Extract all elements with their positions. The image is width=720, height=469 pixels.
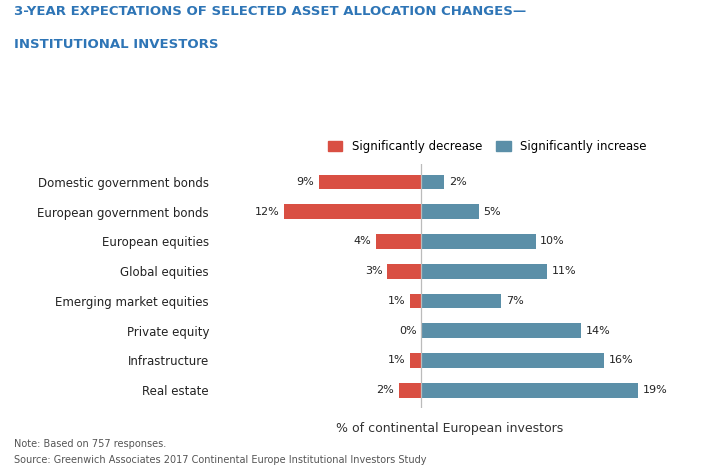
Bar (421, 204, 479, 219)
Text: 3%: 3% (365, 266, 382, 276)
Text: 11%: 11% (552, 266, 576, 276)
Bar (410, 294, 421, 309)
Bar (284, 204, 421, 219)
Bar (421, 264, 547, 279)
Text: 2%: 2% (449, 177, 467, 187)
Bar (421, 174, 444, 189)
X-axis label: % of continental European investors: % of continental European investors (336, 422, 564, 435)
Bar (421, 323, 581, 338)
Bar (421, 294, 501, 309)
Bar (421, 234, 536, 249)
Text: INSTITUTIONAL INVESTORS: INSTITUTIONAL INVESTORS (14, 38, 219, 51)
Legend: Significantly decrease, Significantly increase: Significantly decrease, Significantly in… (328, 140, 647, 153)
Bar (410, 353, 421, 368)
Bar (399, 383, 421, 398)
Text: 10%: 10% (540, 236, 564, 247)
Text: 14%: 14% (586, 325, 611, 336)
Bar (421, 383, 639, 398)
Text: 19%: 19% (643, 385, 667, 395)
Text: 0%: 0% (400, 325, 417, 336)
Text: 12%: 12% (255, 207, 280, 217)
Text: Source: Greenwich Associates 2017 Continental Europe Institutional Investors Stu: Source: Greenwich Associates 2017 Contin… (14, 455, 427, 465)
Text: Note: Based on 757 responses.: Note: Based on 757 responses. (14, 439, 166, 448)
Text: 1%: 1% (388, 296, 405, 306)
Bar (387, 264, 421, 279)
Text: 9%: 9% (297, 177, 314, 187)
Text: 3-YEAR EXPECTATIONS OF SELECTED ASSET ALLOCATION CHANGES—: 3-YEAR EXPECTATIONS OF SELECTED ASSET AL… (14, 5, 526, 18)
Text: 16%: 16% (608, 356, 634, 365)
Text: 7%: 7% (506, 296, 523, 306)
Text: 1%: 1% (388, 356, 405, 365)
Bar (421, 353, 604, 368)
Bar (319, 174, 421, 189)
Bar (376, 234, 421, 249)
Text: 2%: 2% (377, 385, 394, 395)
Text: 4%: 4% (354, 236, 372, 247)
Text: 5%: 5% (483, 207, 500, 217)
